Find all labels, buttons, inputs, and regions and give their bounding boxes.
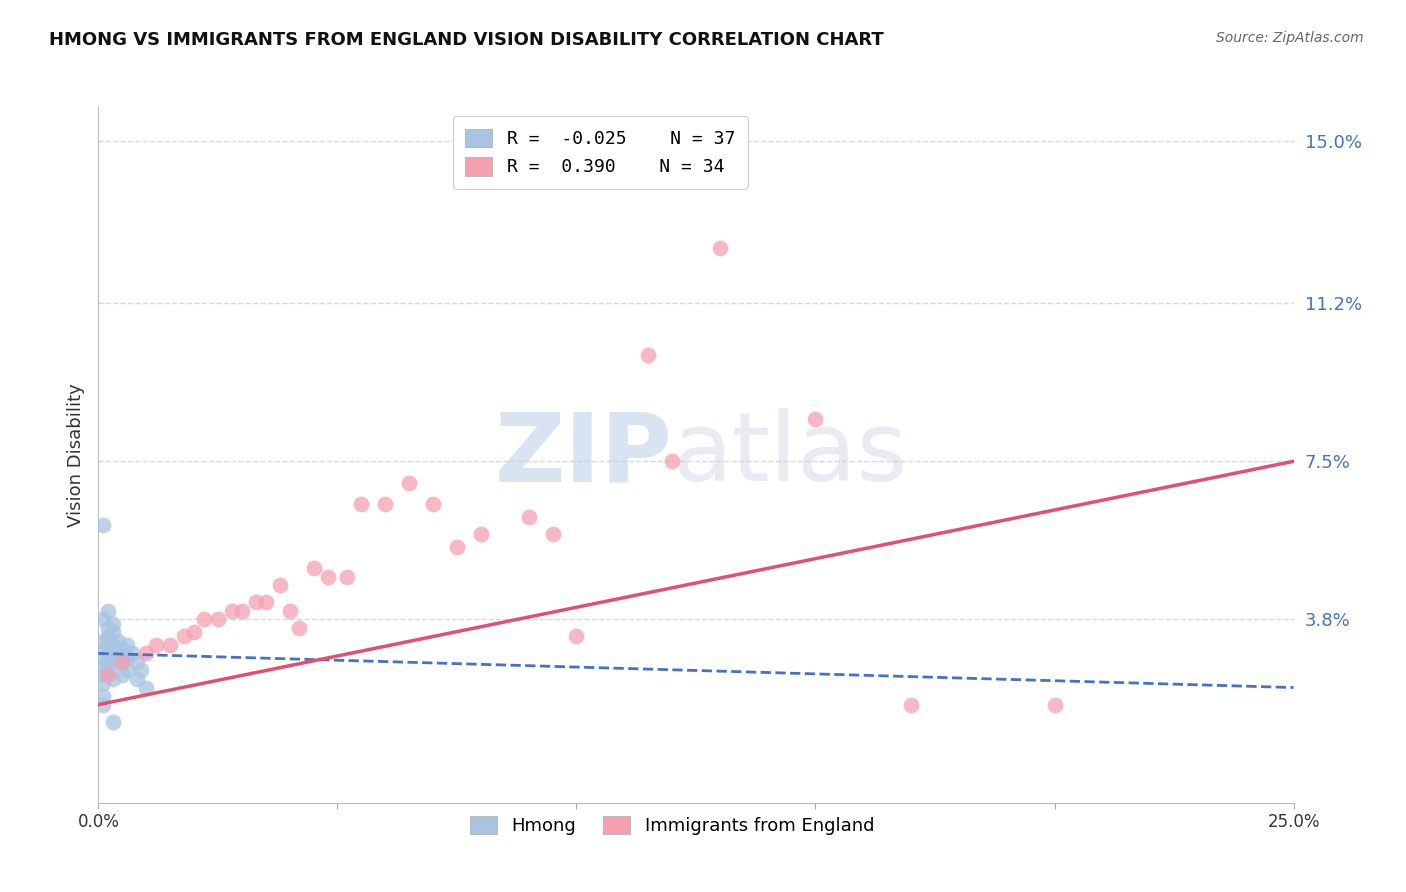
Point (111, 655, 134, 669)
Point (446, 540, 468, 554)
Point (115, 664, 138, 678)
Point (101, 650, 124, 665)
Point (125, 655, 148, 669)
Point (121, 647, 143, 661)
Point (173, 629, 195, 643)
Point (804, 411, 827, 425)
Point (245, 595, 267, 609)
Point (97, 667, 120, 681)
Point (470, 527, 492, 541)
Point (97, 655, 120, 669)
Point (422, 497, 444, 511)
Point (565, 629, 588, 643)
Point (183, 625, 205, 640)
Point (900, 698, 922, 712)
Text: ZIP: ZIP (494, 409, 672, 501)
Point (101, 625, 124, 640)
Point (101, 672, 124, 686)
Point (91, 667, 114, 681)
Point (111, 642, 134, 657)
Point (91, 642, 114, 657)
Point (135, 647, 157, 661)
Point (97, 647, 120, 661)
Point (115, 650, 138, 665)
Point (661, 454, 683, 468)
Text: HMONG VS IMMIGRANTS FROM ENGLAND VISION DISABILITY CORRELATION CHART: HMONG VS IMMIGRANTS FROM ENGLAND VISION … (49, 31, 884, 49)
Point (101, 616, 124, 631)
Point (221, 604, 243, 618)
Point (1043, 698, 1066, 712)
Point (91, 650, 114, 665)
Point (145, 638, 167, 652)
Text: Source: ZipAtlas.com: Source: ZipAtlas.com (1216, 31, 1364, 45)
Point (302, 561, 325, 575)
Point (97, 638, 120, 652)
Point (288, 621, 311, 635)
Point (278, 604, 301, 618)
Point (336, 569, 359, 583)
Point (254, 595, 277, 609)
Point (541, 527, 564, 541)
Point (207, 612, 229, 626)
Point (107, 655, 129, 669)
Point (91, 676, 114, 690)
Point (350, 497, 373, 511)
Point (97, 604, 120, 618)
Point (398, 475, 420, 490)
Point (231, 604, 253, 618)
Point (91, 659, 114, 673)
Point (115, 638, 138, 652)
Point (91, 518, 114, 533)
Legend: Hmong, Immigrants from England: Hmong, Immigrants from England (463, 809, 882, 842)
Point (101, 714, 124, 729)
Point (193, 612, 215, 626)
Point (709, 241, 731, 255)
Point (91, 698, 114, 712)
Point (97, 629, 120, 643)
Point (107, 647, 129, 661)
Text: atlas: atlas (672, 409, 907, 501)
Point (97, 664, 120, 678)
Y-axis label: Vision Disability: Vision Disability (66, 383, 84, 527)
Point (316, 569, 339, 583)
Point (269, 578, 291, 592)
Point (374, 497, 396, 511)
Point (91, 633, 114, 648)
Point (97, 621, 120, 635)
Point (517, 509, 540, 524)
Point (111, 667, 134, 681)
Point (125, 672, 148, 686)
Point (131, 664, 153, 678)
Point (637, 348, 659, 362)
Point (91, 612, 114, 626)
Point (91, 689, 114, 703)
Point (101, 638, 124, 652)
Point (111, 655, 134, 669)
Point (135, 681, 157, 695)
Point (107, 633, 129, 648)
Point (159, 638, 181, 652)
